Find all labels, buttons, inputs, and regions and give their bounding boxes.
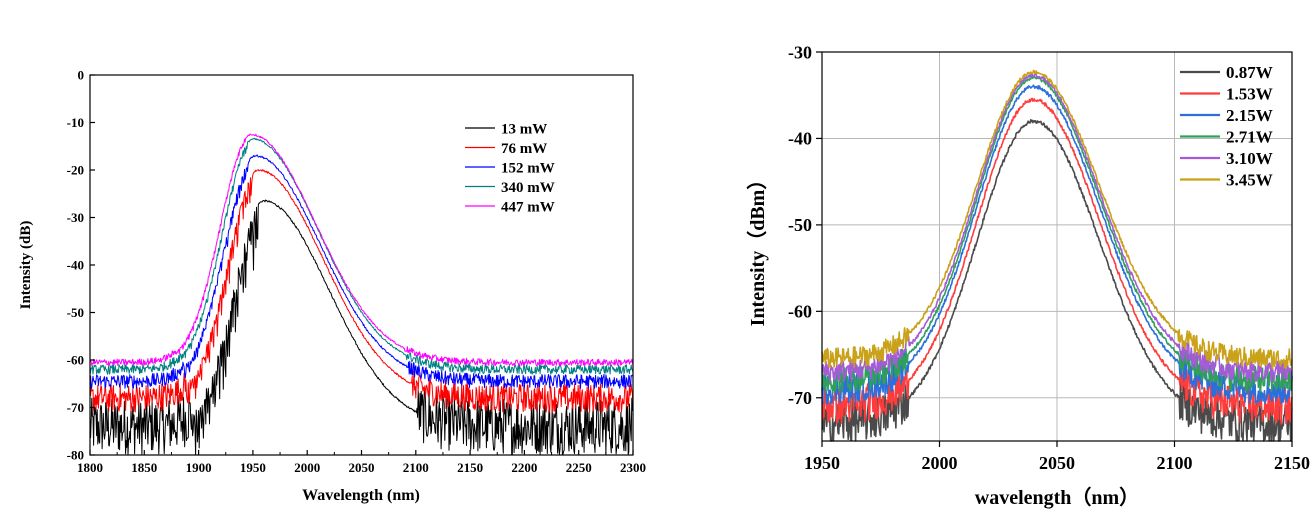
y-tick-label: -80: [67, 448, 84, 463]
y-tick-label: -20: [67, 163, 84, 178]
x-tick-label: 2150: [457, 460, 483, 475]
legend-label: 2.15W: [1226, 106, 1273, 125]
right-chart-legend: 0.87W 1.53W 2.15W 2.71W 3.10W 3.45W: [1180, 63, 1273, 189]
left-x-axis-label: Wavelength (nm): [302, 487, 420, 504]
legend-label: 3.45W: [1226, 170, 1273, 189]
x-tick-label: 1950: [240, 460, 266, 475]
right-y-axis-label: Intensity（dBm）: [746, 170, 769, 327]
left-chart-series: [89, 133, 634, 456]
right-chart-ticks: 1950 2000 2050 2100 2150 -30 -40 -50 -60 -70: [788, 42, 1310, 473]
left-chart: 1800 1850 1900 1950 2000 2050 2100 2150 2200 2250…: [18, 68, 646, 504]
legend-label: 340 mW: [501, 180, 555, 196]
legend-label: 76 mW: [501, 141, 547, 157]
y-tick-label: -30: [67, 210, 84, 225]
series-line-340-mw: [89, 137, 634, 375]
y-tick-label: -70: [788, 388, 812, 408]
x-tick-label: 2000: [294, 460, 320, 475]
x-tick-label: 2050: [349, 460, 375, 475]
legend-label: 2.71W: [1226, 127, 1273, 146]
x-tick-label: 1900: [186, 460, 212, 475]
x-tick-label: 2250: [566, 460, 592, 475]
y-tick-label: -50: [788, 215, 812, 235]
x-tick-label: 2100: [403, 460, 429, 475]
legend-label: 152 mW: [501, 160, 555, 176]
legend-label: 0.87W: [1226, 63, 1273, 82]
legend-label: 3.10W: [1226, 149, 1273, 168]
x-tick-label: 2000: [922, 453, 958, 473]
legend-label: 1.53W: [1226, 84, 1273, 103]
y-tick-label: -60: [788, 302, 812, 322]
left-chart-ticks: 1800 1850 1900 1950 2000 2050 2100 2150 2200 2250…: [67, 68, 646, 475]
series-line-447-mw: [89, 133, 634, 367]
x-tick-label: 1950: [804, 453, 840, 473]
series-line-3.10w: [821, 72, 1293, 383]
x-tick-label: 1850: [131, 460, 157, 475]
x-tick-label: 2050: [1039, 453, 1075, 473]
y-tick-label: -50: [67, 305, 84, 320]
y-tick-label: -10: [67, 115, 84, 130]
left-chart-legend: 13 mW 76 mW 152 mW 340 mW 447 mW: [465, 121, 555, 215]
series-line-76-mw: [89, 169, 634, 413]
y-tick-label: -70: [67, 400, 84, 415]
right-chart: 1950 2000 2050 2100 2150 -30 -40 -50 -60 -70 wave…: [746, 42, 1310, 509]
y-tick-label: -30: [788, 42, 812, 62]
x-tick-label: 2100: [1157, 453, 1193, 473]
legend-label: 13 mW: [501, 121, 547, 137]
x-tick-label: 2150: [1274, 453, 1310, 473]
legend-label: 447 mW: [501, 199, 555, 215]
y-tick-label: -40: [788, 129, 812, 149]
series-line-3.45w: [821, 69, 1293, 370]
y-tick-label: -60: [67, 353, 84, 368]
y-tick-label: -40: [67, 258, 84, 273]
left-y-axis-label: Intensity (dB): [18, 221, 34, 310]
right-x-axis-label: wavelength（nm）: [975, 486, 1139, 509]
y-tick-label: 0: [78, 68, 85, 83]
series-line-152-mw: [89, 154, 634, 389]
series-line-1.53w: [821, 97, 1293, 425]
x-tick-label: 1800: [77, 460, 103, 475]
right-chart-series: [821, 69, 1293, 442]
x-tick-label: 2200: [511, 460, 537, 475]
series-line-13-mw: [89, 199, 634, 456]
x-tick-label: 2300: [620, 460, 646, 475]
